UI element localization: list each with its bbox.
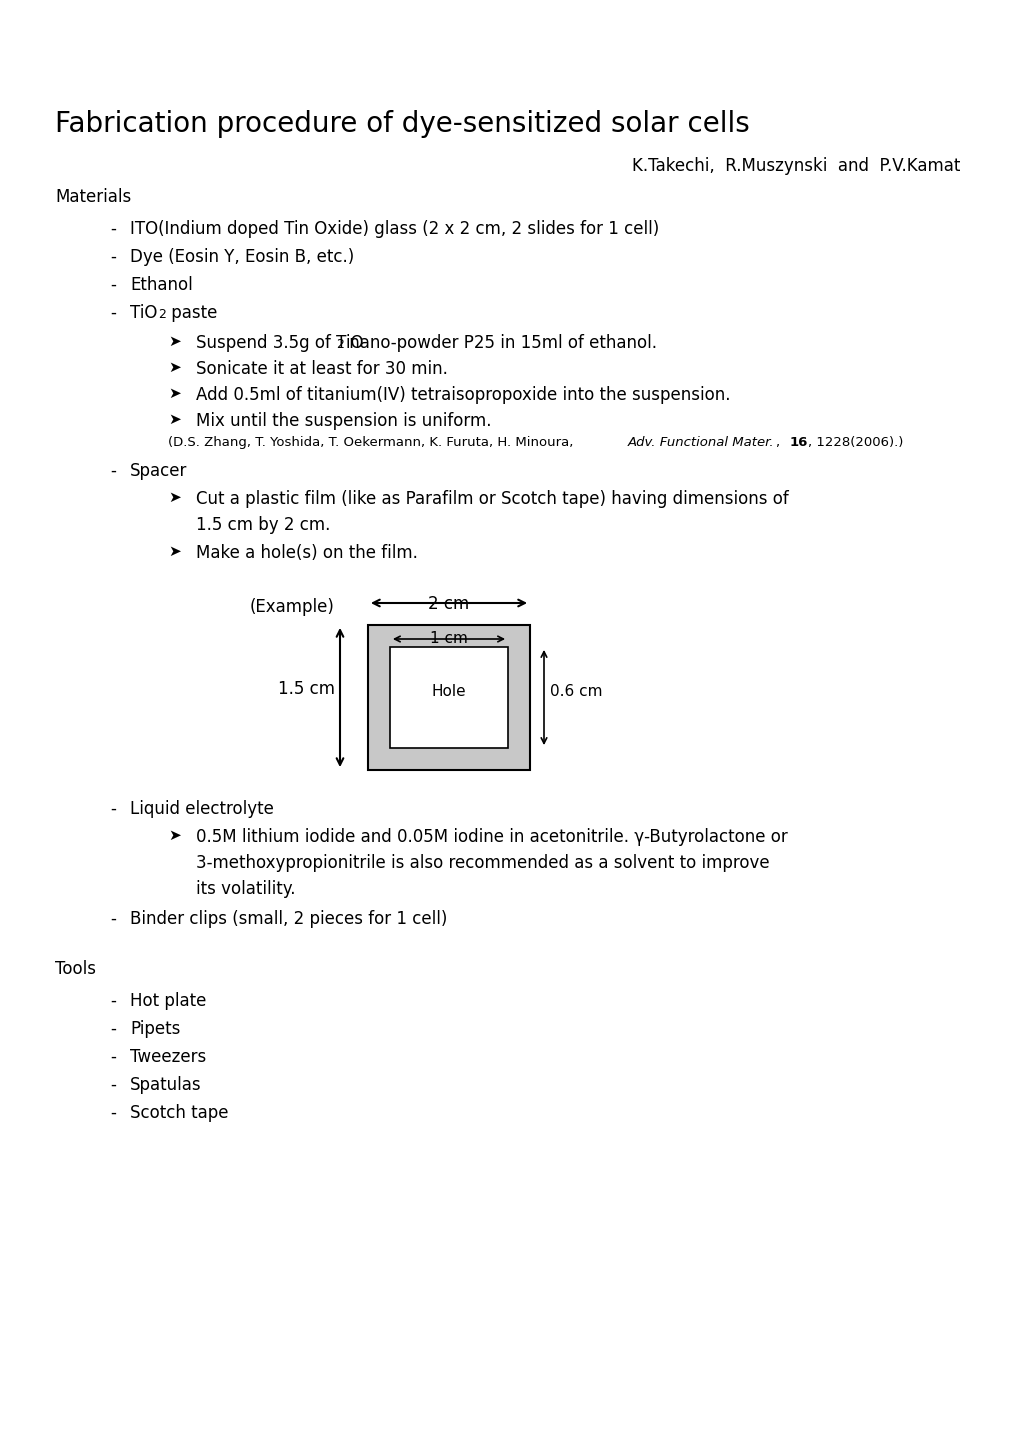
Text: Pipets: Pipets xyxy=(129,1019,180,1038)
Text: 1.5 cm: 1.5 cm xyxy=(278,681,334,698)
Text: 2 cm: 2 cm xyxy=(428,596,469,613)
Text: -: - xyxy=(110,461,116,480)
Text: 0.5M lithium iodide and 0.05M iodine in acetonitrile. γ-Butyrolactone or: 0.5M lithium iodide and 0.05M iodine in … xyxy=(196,828,787,846)
Text: Binder clips (small, 2 pieces for 1 cell): Binder clips (small, 2 pieces for 1 cell… xyxy=(129,910,447,929)
Text: Scotch tape: Scotch tape xyxy=(129,1105,228,1122)
Text: Cut a plastic film (like as Parafilm or Scotch tape) having dimensions of: Cut a plastic film (like as Parafilm or … xyxy=(196,490,788,508)
Bar xyxy=(389,647,507,748)
Text: ➤: ➤ xyxy=(168,544,180,559)
Text: Hole: Hole xyxy=(431,684,466,698)
Text: 3-methoxypropionitrile is also recommended as a solvent to improve: 3-methoxypropionitrile is also recommend… xyxy=(196,854,769,872)
Text: Liquid electrolyte: Liquid electrolyte xyxy=(129,800,274,818)
Text: 0.6 cm: 0.6 cm xyxy=(549,684,602,698)
Text: 2: 2 xyxy=(335,337,343,350)
Text: ITO(Indium doped Tin Oxide) glass (2 x 2 cm, 2 slides for 1 cell): ITO(Indium doped Tin Oxide) glass (2 x 2… xyxy=(129,221,658,238)
Text: nano-powder P25 in 15ml of ethanol.: nano-powder P25 in 15ml of ethanol. xyxy=(343,335,656,352)
Text: ➤: ➤ xyxy=(168,412,180,427)
Text: Tweezers: Tweezers xyxy=(129,1048,206,1066)
Text: (D.S. Zhang, T. Yoshida, T. Oekermann, K. Furuta, H. Minoura,: (D.S. Zhang, T. Yoshida, T. Oekermann, K… xyxy=(168,435,577,448)
Text: Make a hole(s) on the film.: Make a hole(s) on the film. xyxy=(196,544,418,562)
Text: (Example): (Example) xyxy=(250,598,334,616)
Text: TiO: TiO xyxy=(129,304,157,322)
Text: -: - xyxy=(110,221,116,238)
Text: ➤: ➤ xyxy=(168,386,180,401)
Text: Suspend 3.5g of TiO: Suspend 3.5g of TiO xyxy=(196,335,363,352)
Text: ➤: ➤ xyxy=(168,490,180,505)
Text: -: - xyxy=(110,1019,116,1038)
Text: -: - xyxy=(110,1048,116,1066)
Text: -: - xyxy=(110,992,116,1009)
Text: ,: , xyxy=(775,435,784,448)
Text: ➤: ➤ xyxy=(168,828,180,844)
Text: Tools: Tools xyxy=(55,960,96,978)
Text: its volatility.: its volatility. xyxy=(196,880,296,898)
Text: -: - xyxy=(110,1105,116,1122)
Text: Spatulas: Spatulas xyxy=(129,1076,202,1094)
Text: Materials: Materials xyxy=(55,187,131,206)
Text: Mix until the suspension is uniform.: Mix until the suspension is uniform. xyxy=(196,412,491,430)
Text: -: - xyxy=(110,910,116,929)
Text: , 1228(2006).): , 1228(2006).) xyxy=(807,435,903,448)
Text: Sonicate it at least for 30 min.: Sonicate it at least for 30 min. xyxy=(196,360,447,378)
Text: 1 cm: 1 cm xyxy=(430,632,468,646)
Text: 16: 16 xyxy=(790,435,808,448)
Text: Add 0.5ml of titanium(IV) tetraisopropoxide into the suspension.: Add 0.5ml of titanium(IV) tetraisopropox… xyxy=(196,386,730,404)
Text: Fabrication procedure of dye-sensitized solar cells: Fabrication procedure of dye-sensitized … xyxy=(55,110,749,138)
Text: -: - xyxy=(110,275,116,294)
Text: Hot plate: Hot plate xyxy=(129,992,206,1009)
Text: -: - xyxy=(110,800,116,818)
Text: Adv. Functional Mater.: Adv. Functional Mater. xyxy=(628,435,773,448)
Text: Spacer: Spacer xyxy=(129,461,187,480)
Text: 1.5 cm by 2 cm.: 1.5 cm by 2 cm. xyxy=(196,516,330,534)
Bar xyxy=(368,624,530,770)
Text: -: - xyxy=(110,1076,116,1094)
Text: ➤: ➤ xyxy=(168,335,180,349)
Text: Ethanol: Ethanol xyxy=(129,275,193,294)
Text: Dye (Eosin Y, Eosin B, etc.): Dye (Eosin Y, Eosin B, etc.) xyxy=(129,248,354,265)
Text: ➤: ➤ xyxy=(168,360,180,375)
Text: paste: paste xyxy=(166,304,217,322)
Text: -: - xyxy=(110,304,116,322)
Text: 2: 2 xyxy=(158,309,166,322)
Text: -: - xyxy=(110,248,116,265)
Text: K.Takechi,  R.Muszynski  and  P.V.Kamat: K.Takechi, R.Muszynski and P.V.Kamat xyxy=(631,157,959,174)
